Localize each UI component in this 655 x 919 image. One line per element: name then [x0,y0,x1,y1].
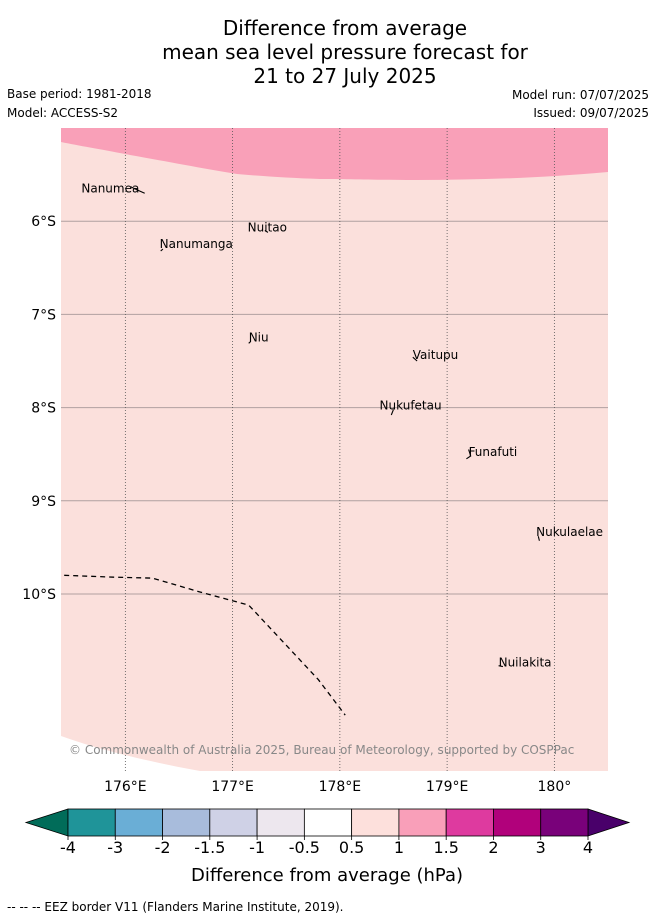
place-label: Nanumea [81,181,139,195]
lat-tick-label: 9°S [31,494,56,510]
colorbar-segment [540,808,589,837]
place-label: Nuilakita [499,656,552,670]
title-line-1: Difference from average [222,16,468,40]
colorbar-segment [493,808,542,837]
colorbar-ticks: -4 -3 -2 -1.5 -1 -0.5 0.5 1 1.5 2 3 4 [60,836,593,857]
island-outline [390,409,395,416]
copyright-notice: © Commonwealth of Australia 2025, Bureau… [69,743,574,757]
lon-tick-label: 179°E [426,779,469,795]
island-outline [412,356,418,362]
colorbar [24,808,631,837]
longitude-labels: 176°E 177°E 178°E 179°E 180° [104,779,571,795]
lat-tick-label: 10°S [22,587,56,603]
colorbar-tick-label: 4 [583,838,593,857]
colorbar-tick-label: -1 [249,838,265,857]
place-label: Nukufetau [380,398,442,412]
colorbar-segment [303,808,353,837]
island-outlines [130,186,540,668]
island-outline [264,230,269,233]
colorbar-segment [67,808,116,837]
colorbar-tick-label: 0.5 [339,838,364,857]
colorbar-tick-label: 2 [488,838,498,857]
base-period: Base period: 1981-2018 [7,87,152,101]
map-area: © Commonwealth of Australia 2025, Bureau… [61,128,608,771]
place-label: Nanumanga [160,237,233,251]
island-outline [466,449,472,460]
pressure-band-0-5-to-1 [61,128,608,771]
colorbar-title: Difference from average (hPa) [191,865,463,886]
colorbar-tick-label: -1.5 [194,838,225,857]
latitude-gridlines [61,220,608,595]
colorbar-tick-label: -2 [155,838,171,857]
lon-tick-label: 176°E [104,779,147,795]
colorbar-tick-label: 3 [536,838,546,857]
place-labels: Nanumea Nuitao Nanumanga Niu Vaitupu Nukufeta… [81,181,603,669]
colorbar-segment [445,808,494,837]
place-label: Nuitao [248,220,287,234]
lon-tick-label: 177°E [211,779,254,795]
eez-border-line [64,574,346,716]
model-name: Model: ACCESS-S2 [7,106,119,120]
lat-tick-label: 7°S [31,307,56,323]
colorbar-segment [351,808,400,837]
latitude-labels: 6°S 7°S 8°S 9°S 10°S [22,214,56,603]
place-label: Funafuti [469,445,518,459]
colorbar-segment [209,808,258,837]
colorbar-tick-label: -0.5 [289,838,320,857]
colorbar-segment [398,808,447,837]
lat-tick-label: 8°S [31,401,56,417]
colorbar-segment [256,808,305,837]
island-outline [130,186,145,194]
colorbar-segment [162,808,211,837]
colorbar-over-arrow [587,808,631,837]
colorbar-tick-label: -3 [107,838,123,857]
colorbar-tick-label: 1.5 [433,838,458,857]
lon-tick-label: 180° [538,779,572,795]
lon-tick-label: 178°E [319,779,362,795]
eez-footnote: -- -- -- EEZ border V11 (Flanders Marine… [7,900,344,914]
title-line-2: mean sea level pressure forecast for [162,40,528,64]
unshaded-corner [61,736,200,771]
issued-date: Issued: 09/07/2025 [533,106,649,120]
colorbar-tick-label: 1 [394,838,404,857]
island-outline [248,340,252,344]
pressure-band-1-to-1-5 [61,128,608,180]
chart-title: Difference from average mean sea level p… [0,16,655,88]
place-label: Nukulaelae [536,525,603,539]
place-label: Vaitupu [413,348,459,362]
colorbar-segment [114,808,163,837]
title-line-3: 21 to 27 July 2025 [253,64,437,88]
model-run: Model run: 07/07/2025 [511,88,649,102]
lat-tick-label: 6°S [31,214,56,230]
place-label: Niu [249,330,269,344]
island-outline [537,536,540,541]
colorbar-under-arrow [24,808,69,837]
colorbar-tick-label: -4 [60,838,76,857]
longitude-gridlines [124,128,555,771]
island-outline [498,665,504,668]
island-outline [160,248,164,252]
